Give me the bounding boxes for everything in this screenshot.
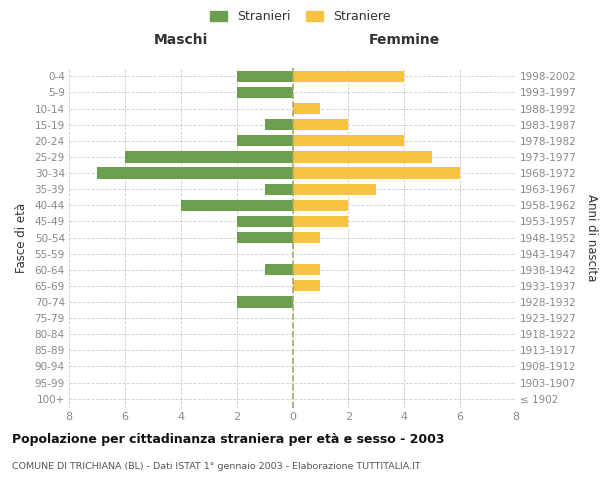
Bar [293,135,404,146]
Bar [293,70,404,82]
Bar [236,232,293,243]
Y-axis label: Fasce di età: Fasce di età [14,202,28,272]
Bar [236,70,293,82]
Legend: Stranieri, Straniere: Stranieri, Straniere [206,6,394,26]
Bar [181,200,293,211]
Text: Maschi: Maschi [154,33,208,47]
Bar [293,152,432,162]
Bar [265,119,293,130]
Text: Femmine: Femmine [368,33,440,47]
Bar [265,184,293,195]
Bar [265,264,293,276]
Bar [293,280,320,291]
Bar [293,184,376,195]
Bar [236,216,293,227]
Bar [293,232,320,243]
Bar [236,135,293,146]
Bar [97,168,293,178]
Bar [293,168,460,178]
Bar [236,296,293,308]
Text: Popolazione per cittadinanza straniera per età e sesso - 2003: Popolazione per cittadinanza straniera p… [12,432,445,446]
Text: COMUNE DI TRICHIANA (BL) - Dati ISTAT 1° gennaio 2003 - Elaborazione TUTTITALIA.: COMUNE DI TRICHIANA (BL) - Dati ISTAT 1°… [12,462,421,471]
Bar [293,216,349,227]
Bar [293,119,349,130]
Bar [293,264,320,276]
Y-axis label: Anni di nascita: Anni di nascita [585,194,598,281]
Bar [125,152,293,162]
Bar [236,87,293,98]
Bar [293,103,320,114]
Bar [293,200,349,211]
